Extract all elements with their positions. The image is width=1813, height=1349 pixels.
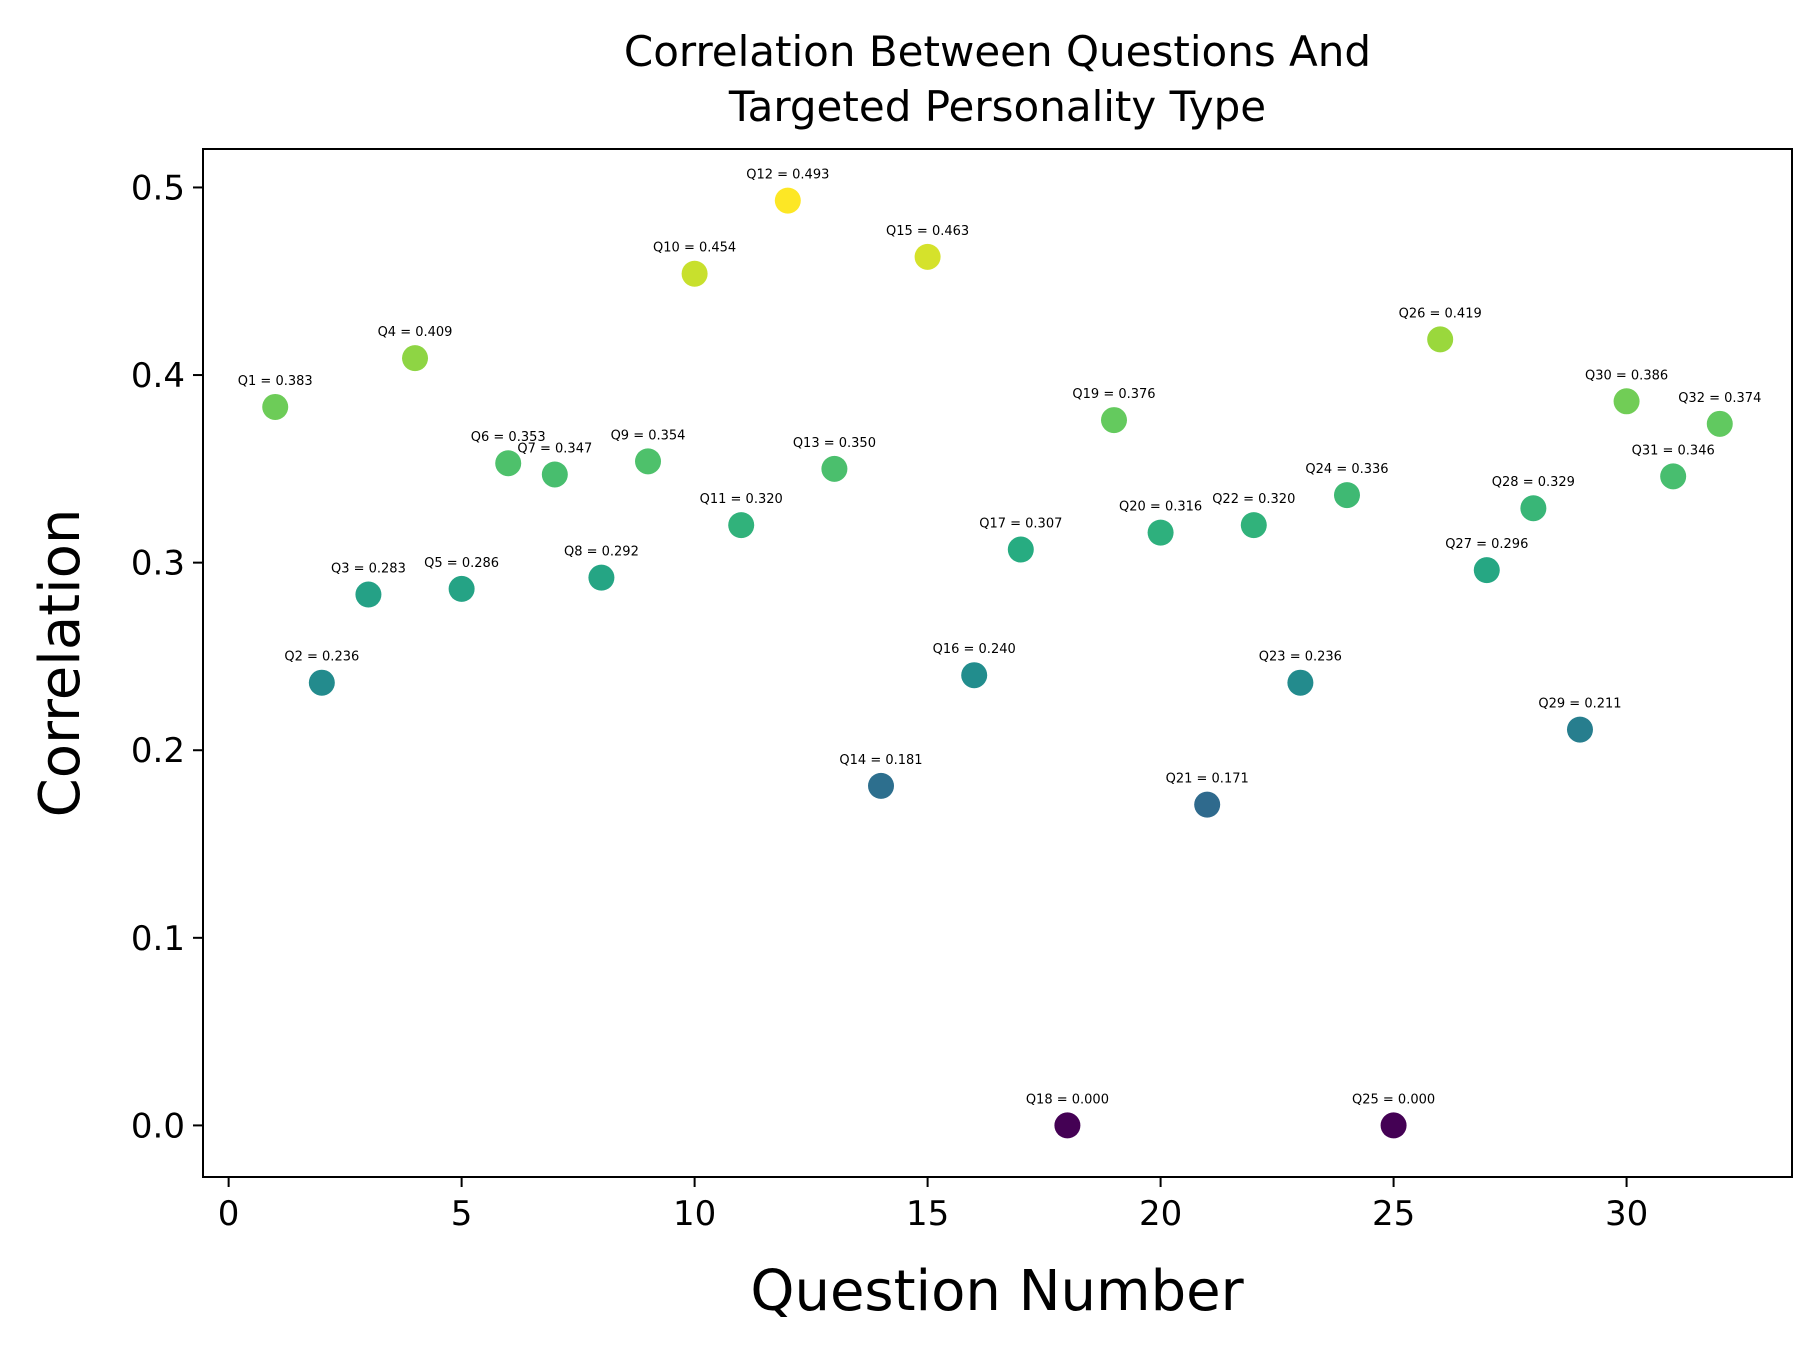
point-label: Q12 = 0.493 [746,168,829,183]
x-tick-label: 10 [673,1194,716,1234]
point-label: Q31 = 0.346 [1632,443,1715,458]
point-label: Q19 = 0.376 [1072,387,1155,402]
x-axis-ticks: 0 5 10 15 20 25 30 [218,1177,1648,1234]
point-label: Q7 = 0.347 [517,441,592,456]
data-point [821,455,848,482]
data-point [1427,326,1454,353]
data-point [495,450,522,477]
point-label: Q14 = 0.181 [839,753,922,768]
point-label: Q1 = 0.383 [238,374,313,389]
point-label: Q17 = 0.307 [979,517,1062,532]
x-tick-label: 20 [1139,1194,1182,1234]
data-point [868,772,895,799]
point-label: Q26 = 0.419 [1399,306,1482,321]
point-label: Q15 = 0.463 [886,224,969,239]
point-label: Q8 = 0.292 [564,545,639,560]
data-point [1566,716,1593,743]
point-label: Q5 = 0.286 [424,556,499,571]
data-point [262,393,289,420]
data-point [914,243,941,270]
x-tick-label: 25 [1372,1194,1415,1234]
point-label: Q13 = 0.350 [793,436,876,451]
data-point [1100,407,1127,434]
x-tick-label: 15 [906,1194,949,1234]
point-label: Q16 = 0.240 [933,642,1016,657]
data-point [588,564,615,591]
data-point [448,575,475,602]
point-label: Q29 = 0.211 [1538,697,1621,712]
data-point [774,187,801,214]
point-label: Q11 = 0.320 [700,492,783,507]
data-point [402,345,429,372]
x-axis-title: Question Number [750,1259,1244,1324]
data-point [1706,410,1733,437]
y-tick-label: 0.0 [131,1106,185,1146]
point-labels-layer: Q1 = 0.383 Q2 = 0.236 Q3 = 0.283 Q4 = 0.409… [238,168,1762,1108]
chart-title: Correlation Between Questions And Targete… [624,27,1371,131]
point-label: Q32 = 0.374 [1678,391,1761,406]
y-axis-ticks: 0.0 0.1 0.2 0.3 0.4 0.5 [131,168,203,1146]
data-point [308,669,335,696]
point-label: Q24 = 0.336 [1305,462,1388,477]
y-tick-label: 0.5 [131,168,185,208]
data-point [1287,669,1314,696]
point-label: Q3 = 0.283 [331,562,406,577]
data-point [728,512,755,539]
data-point [1147,519,1174,546]
y-tick-label: 0.2 [131,731,185,771]
data-point [1007,536,1034,563]
data-point [1520,495,1547,522]
data-point [541,461,568,488]
point-label: Q22 = 0.320 [1212,492,1295,507]
data-point [1380,1112,1407,1139]
point-label: Q18 = 0.000 [1026,1092,1109,1107]
data-point [1613,388,1640,415]
y-tick-label: 0.1 [131,919,185,959]
point-label: Q4 = 0.409 [378,325,453,340]
data-point [355,581,382,608]
point-label: Q21 = 0.171 [1166,772,1249,787]
x-tick-label: 30 [1605,1194,1648,1234]
y-tick-label: 0.3 [131,544,185,584]
data-point [1660,463,1687,490]
data-point [635,448,662,475]
point-label: Q2 = 0.236 [284,650,359,665]
point-label: Q27 = 0.296 [1445,537,1528,552]
point-label: Q6 = 0.353 [471,430,546,445]
data-point [1333,482,1360,509]
plot-frame [202,148,1793,1178]
y-axis-title: Correlation [28,509,93,818]
point-label: Q23 = 0.236 [1259,650,1342,665]
point-label: Q9 = 0.354 [611,428,686,443]
y-tick-label: 0.4 [131,356,185,396]
chart-title-line: Targeted Personality Type [728,82,1266,131]
points-layer [262,187,1733,1139]
chart-title-line: Correlation Between Questions And [624,27,1371,76]
point-label: Q30 = 0.386 [1585,368,1668,383]
point-label: Q25 = 0.000 [1352,1092,1435,1107]
x-tick-label: 5 [451,1194,473,1234]
x-tick-label: 0 [218,1194,240,1234]
data-point [1240,512,1267,539]
data-point [1054,1112,1081,1139]
point-label: Q20 = 0.316 [1119,500,1202,515]
data-point [1194,791,1221,818]
data-point [1473,557,1500,584]
data-point [681,260,708,287]
point-label: Q28 = 0.329 [1492,475,1575,490]
point-label: Q10 = 0.454 [653,241,736,256]
data-point [961,662,988,689]
